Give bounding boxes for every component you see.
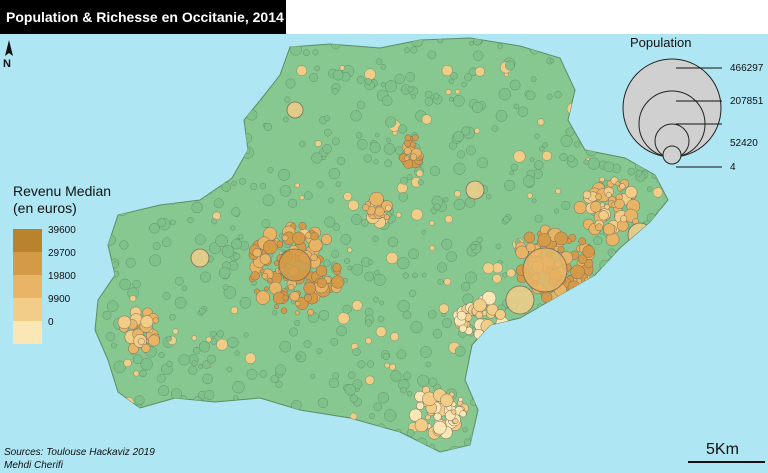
population-value-4: 4 bbox=[730, 162, 736, 173]
map-title: Population & Richesse en Occitanie, 2014 bbox=[6, 9, 284, 25]
revenue-class-label: 0 bbox=[48, 317, 54, 328]
revenue-class-label: 9900 bbox=[48, 294, 71, 305]
population-value-3: 52420 bbox=[730, 138, 758, 149]
revenue-class-swatch bbox=[13, 229, 42, 252]
population-legend-title: Population bbox=[630, 35, 692, 50]
north-arrow-icon bbox=[5, 40, 13, 56]
scale-label: 5Km bbox=[706, 441, 739, 458]
north-label: N bbox=[3, 58, 11, 70]
revenue-legend-subtitle: (en euros) bbox=[13, 200, 77, 216]
revenue-class-swatch bbox=[13, 252, 42, 275]
revenue-class-swatch bbox=[13, 275, 42, 298]
legend-circle-4 bbox=[662, 145, 682, 165]
revenue-class-swatch bbox=[13, 298, 42, 321]
revenue-class-label: 29700 bbox=[48, 248, 76, 259]
population-value-2: 207851 bbox=[730, 96, 764, 107]
population-value-1: 466297 bbox=[730, 63, 764, 74]
revenue-class-label: 39600 bbox=[48, 225, 76, 236]
population-legend bbox=[622, 58, 722, 168]
revenue-class-label: 19800 bbox=[48, 271, 76, 282]
revenue-legend-title: Revenu Median bbox=[13, 183, 112, 199]
author-text: Mehdi Cherifi bbox=[4, 460, 63, 471]
scale-bar bbox=[688, 461, 765, 463]
header-band bbox=[286, 0, 768, 34]
title-bar: Population & Richesse en Occitanie, 2014 bbox=[0, 0, 286, 34]
sources-text: Sources: Toulouse Hackaviz 2019 bbox=[4, 447, 155, 458]
revenue-class-swatch bbox=[13, 321, 42, 344]
